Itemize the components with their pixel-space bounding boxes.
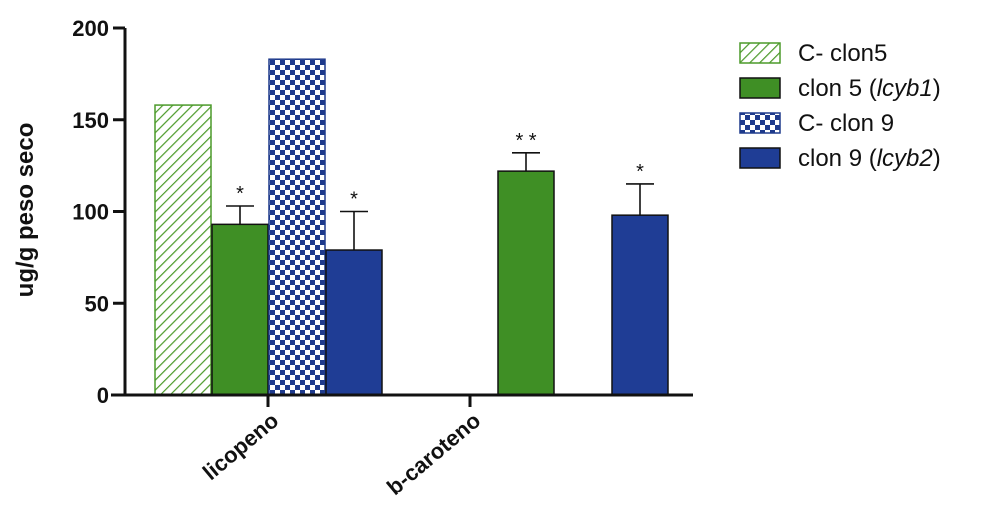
- legend-label: C- clon 9: [798, 110, 894, 137]
- y-tick-label: 100: [72, 200, 109, 225]
- legend-item-1: clon 5 (lcyb1): [739, 75, 941, 102]
- bar-b-caroteno-series-1: [497, 170, 555, 396]
- bar-licopeno-series-0: [154, 104, 212, 396]
- bar-b-caroteno-series-3: [611, 214, 669, 396]
- bars-layer: [154, 58, 669, 396]
- legend-swatch: [739, 42, 781, 64]
- significance-mark-licopeno-series-3: *: [350, 189, 358, 211]
- significance-layer: * * * * *: [236, 130, 644, 211]
- error-bar-b-caroteno-series-3: [626, 183, 654, 216]
- error-bar-licopeno-series-1: [226, 205, 254, 225]
- y-axis-title: ug/g peso seco: [12, 123, 39, 298]
- bar-licopeno-series-1: [211, 223, 269, 396]
- legend: C- clon5 clon 5 (lcyb1) C- clon 9 clon 9 (l…: [739, 40, 941, 172]
- error-bar-b-caroteno-series-1: [512, 151, 540, 172]
- legend-item-3: clon 9 (lcyb2): [739, 145, 941, 172]
- legend-swatch: [739, 77, 781, 99]
- legend-item-0: C- clon5: [739, 40, 887, 67]
- significance-mark-b-caroteno-series-3: *: [636, 161, 644, 183]
- significance-mark-licopeno-series-1: *: [236, 183, 244, 205]
- bar-licopeno-series-2: [268, 58, 326, 396]
- legend-item-2: C- clon 9: [739, 110, 894, 137]
- error-bar-licopeno-series-3: [340, 210, 368, 251]
- legend-swatch: [739, 112, 781, 134]
- x-tick-label-licopeno: licopeno: [198, 408, 283, 485]
- x-tick-label-b-caroteno: b-caroteno: [382, 408, 485, 500]
- significance-mark-b-caroteno-series-1: * *: [515, 130, 536, 152]
- legend-swatch: [739, 147, 781, 169]
- y-tick-label: 0: [97, 383, 109, 408]
- bar-licopeno-series-3: [325, 249, 383, 396]
- error-bars-layer: [226, 151, 654, 251]
- legend-label: clon 9 (lcyb2): [798, 145, 941, 172]
- y-tick-label: 150: [72, 108, 109, 133]
- y-tick-label: 200: [72, 16, 109, 41]
- legend-label: C- clon5: [798, 40, 887, 67]
- y-tick-label: 50: [85, 291, 109, 316]
- legend-label: clon 5 (lcyb1): [798, 75, 941, 102]
